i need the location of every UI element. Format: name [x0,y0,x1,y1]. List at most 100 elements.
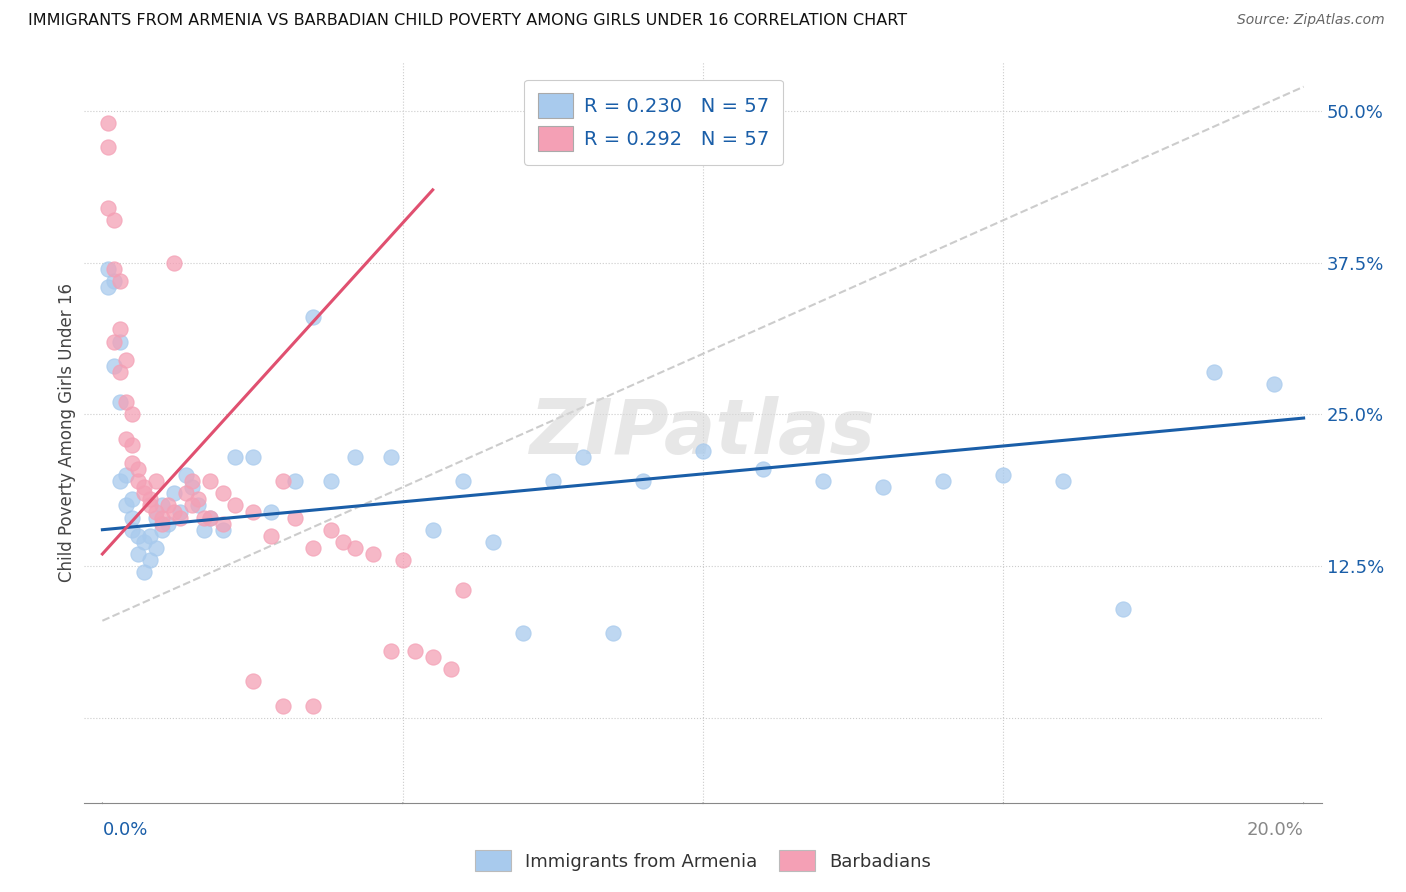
Text: 20.0%: 20.0% [1247,821,1303,839]
Point [121,510,143,524]
Point [451,583,474,598]
Point [145,474,167,488]
Point [319,523,342,537]
Point [631,474,654,488]
Point [134,565,156,579]
Point [391,553,413,567]
Point [242,450,264,464]
Text: ZIPatlas: ZIPatlas [530,396,876,469]
Point [440,662,463,676]
Point [541,474,564,488]
Point [752,462,775,476]
Point [187,492,209,507]
Point [127,474,149,488]
Point [242,504,264,518]
Point [134,480,156,494]
Point [139,499,162,513]
Point [512,626,534,640]
Point [404,644,426,658]
Point [121,492,143,507]
Point [134,534,156,549]
Point [380,644,402,658]
Point [145,504,167,518]
Point [224,499,246,513]
Point [193,510,215,524]
Point [259,504,281,518]
Point [127,462,149,476]
Point [1202,365,1225,379]
Legend: R = 0.230   N = 57, R = 0.292   N = 57: R = 0.230 N = 57, R = 0.292 N = 57 [524,79,783,164]
Point [187,499,209,513]
Point [115,499,138,513]
Legend: Immigrants from Armenia, Barbadians: Immigrants from Armenia, Barbadians [467,843,939,879]
Point [200,474,222,488]
Point [152,499,174,513]
Point [932,474,955,488]
Point [481,534,503,549]
Point [97,261,120,276]
Point [451,474,474,488]
Point [115,395,138,409]
Point [301,310,323,325]
Point [103,261,125,276]
Point [103,334,125,349]
Point [211,486,233,500]
Point [152,510,174,524]
Point [200,510,222,524]
Point [181,480,204,494]
Point [169,504,191,518]
Point [121,523,143,537]
Point [134,486,156,500]
Point [872,480,894,494]
Point [163,504,186,518]
Point [103,359,125,373]
Point [1052,474,1074,488]
Point [193,523,215,537]
Point [139,553,162,567]
Point [422,523,444,537]
Point [380,450,402,464]
Point [110,322,132,336]
Point [115,432,138,446]
Point [139,492,162,507]
Point [361,547,384,561]
Point [163,256,186,270]
Point [115,468,138,483]
Point [572,450,595,464]
Point [145,541,167,555]
Point [181,499,204,513]
Point [343,450,366,464]
Point [284,474,307,488]
Point [211,516,233,531]
Point [110,395,132,409]
Text: Source: ZipAtlas.com: Source: ZipAtlas.com [1237,13,1385,28]
Point [284,510,307,524]
Point [110,274,132,288]
Point [103,213,125,227]
Point [152,516,174,531]
Point [139,529,162,543]
Point [97,201,120,215]
Point [1263,377,1285,392]
Point [163,486,186,500]
Point [301,541,323,555]
Point [121,438,143,452]
Point [993,468,1015,483]
Point [110,334,132,349]
Point [176,468,198,483]
Point [271,698,294,713]
Point [157,516,180,531]
Point [145,510,167,524]
Text: 0.0%: 0.0% [103,821,148,839]
Point [259,529,281,543]
Point [811,474,834,488]
Point [97,140,120,154]
Point [121,408,143,422]
Point [343,541,366,555]
Point [301,698,323,713]
Point [332,534,354,549]
Point [115,352,138,367]
Y-axis label: Child Poverty Among Girls Under 16: Child Poverty Among Girls Under 16 [58,283,76,582]
Point [319,474,342,488]
Point [181,474,204,488]
